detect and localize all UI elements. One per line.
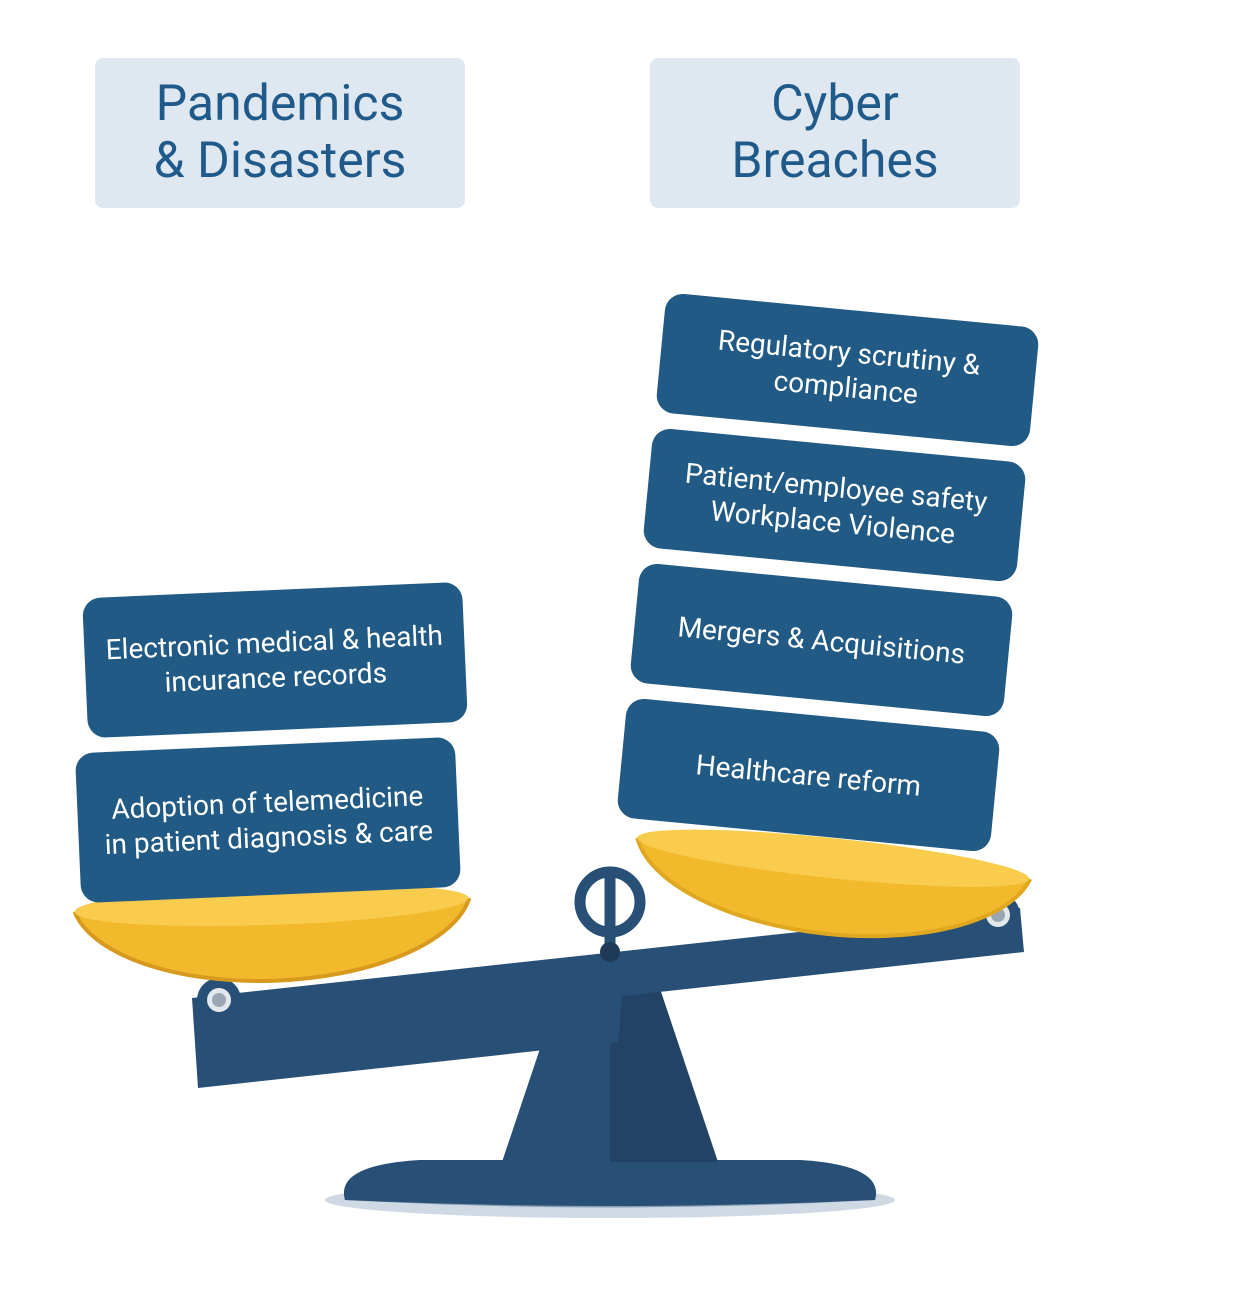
header-right-line2: Breaches	[731, 132, 938, 190]
right-card-2-line1: Mergers & Acquisitions	[676, 609, 967, 671]
right-card-3-line1: Healthcare reform	[694, 747, 923, 804]
header-right: Cyber Breaches	[650, 58, 1020, 208]
left-card-1: Adoption of telemedicine in patient diag…	[75, 737, 461, 903]
left-card-0: Electronic medical & health incurance re…	[82, 582, 468, 738]
header-right-line1: Cyber	[771, 75, 899, 133]
header-left-line1: Pandemics	[156, 75, 405, 133]
left-card-1-text: Adoption of telemedicine in patient diag…	[97, 778, 440, 863]
left-card-0-text: Electronic medical & health incurance re…	[104, 618, 447, 703]
header-left-line2: & Disasters	[154, 132, 407, 190]
header-left: Pandemics & Disasters	[95, 58, 465, 208]
